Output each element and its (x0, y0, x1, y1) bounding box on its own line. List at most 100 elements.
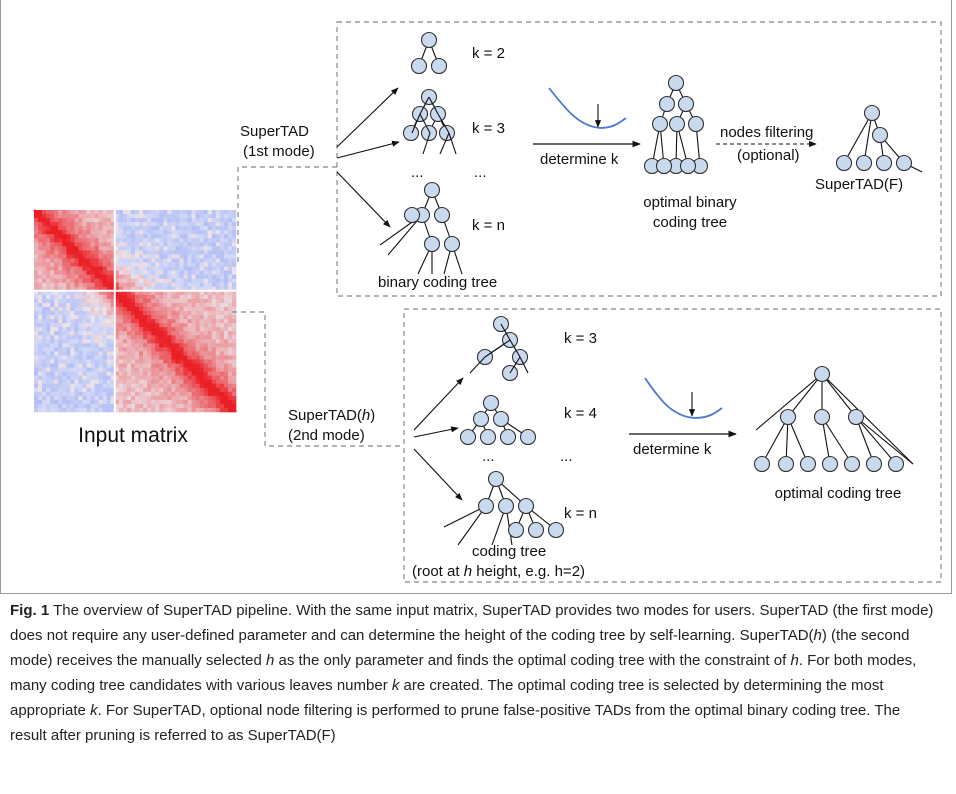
matrix-cell (94, 246, 99, 251)
matrix-cell (90, 379, 95, 385)
matrix-cell (82, 399, 87, 405)
matrix-cell (171, 306, 176, 312)
matrix-cell (215, 347, 221, 352)
matrix-cell (215, 387, 221, 393)
matrix-cell (227, 262, 233, 267)
matrix-cell (231, 351, 237, 356)
matrix-cell (223, 246, 229, 251)
matrix-cell (219, 315, 225, 320)
matrix-cell (130, 254, 136, 259)
matrix-cell (94, 278, 99, 284)
matrix-cell (199, 278, 204, 284)
matrix-cell (126, 242, 132, 247)
matrix-cell (227, 367, 233, 372)
mode2-determine-label: determine k (633, 441, 712, 458)
matrix-cell (110, 242, 116, 247)
matrix-cell (34, 266, 39, 271)
matrix-cell (90, 294, 95, 300)
matrix-cell (66, 222, 71, 227)
tree-node (887, 455, 905, 473)
matrix-cell (118, 246, 124, 251)
matrix-cell (126, 286, 132, 292)
matrix-cell (179, 323, 184, 328)
matrix-cell (231, 391, 237, 397)
matrix-cell (38, 335, 43, 340)
matrix-cell (74, 387, 79, 393)
matrix-cell (135, 210, 140, 215)
matrix-cell (70, 379, 75, 385)
matrix-cell (227, 335, 233, 340)
matrix-cell (143, 302, 148, 308)
matrix-cell (195, 363, 200, 368)
matrix-cell (54, 347, 59, 352)
matrix-cell (147, 282, 152, 288)
matrix-cell (163, 250, 168, 255)
mode1-determine-label: determine k (540, 151, 619, 168)
matrix-cell (94, 359, 99, 364)
matrix-cell (102, 407, 108, 413)
matrix-cell (195, 399, 200, 405)
matrix-cell (199, 339, 204, 344)
matrix-cell (151, 403, 156, 409)
matrix-cell (155, 302, 160, 308)
matrix-cell (114, 339, 120, 344)
matrix-cell (223, 230, 229, 235)
matrix-cell (183, 254, 188, 259)
matrix-cell (70, 242, 75, 247)
matrix-cell (118, 298, 124, 304)
matrix-cell (98, 379, 103, 385)
matrix-cell (143, 395, 148, 401)
matrix-cell (110, 403, 116, 409)
matrix-cell (54, 339, 59, 344)
matrix-cell (58, 242, 63, 247)
matrix-cell (211, 238, 217, 243)
matrix-cell (199, 363, 204, 368)
matrix-cell (42, 367, 47, 372)
matrix-cell (70, 290, 75, 296)
matrix-cell (143, 306, 148, 312)
matrix-cell (231, 387, 237, 393)
matrix-cell (195, 254, 200, 259)
matrix-cell (147, 331, 152, 336)
matrix-cell (215, 343, 221, 348)
matrix-cell (199, 254, 204, 259)
matrix-cell (66, 230, 71, 235)
matrix-cell (151, 214, 156, 219)
matrix-cell (66, 262, 71, 267)
matrix-cell (74, 363, 79, 368)
matrix-cell (90, 274, 95, 279)
matrix-cell (135, 226, 140, 231)
matrix-cell (46, 242, 51, 247)
matrix-cell (94, 387, 99, 393)
matrix-cell (219, 218, 225, 223)
matrix-cell (231, 278, 237, 284)
matrix-cell (78, 266, 83, 271)
matrix-cell (118, 234, 124, 239)
matrix-cell (159, 222, 164, 227)
matrix-cell (143, 238, 148, 243)
matrix-cell (110, 339, 116, 344)
matrix-cell (135, 286, 140, 292)
matrix-cell (179, 294, 184, 300)
matrix-cell (207, 315, 213, 320)
matrix-cell (171, 351, 176, 356)
matrix-cell (106, 254, 112, 259)
matrix-cell (203, 266, 209, 271)
matrix-cell (118, 403, 124, 409)
mode2-label-line2: (2nd mode) (288, 427, 365, 444)
matrix-cell (42, 234, 47, 239)
tree-node (482, 394, 500, 412)
matrix-cell (114, 311, 120, 316)
matrix-cell (163, 319, 168, 324)
matrix-cell (211, 306, 217, 312)
matrix-cell (42, 230, 47, 235)
matrix-cell (126, 387, 132, 393)
matrix-cell (102, 335, 108, 340)
matrix-cell (207, 387, 213, 393)
matrix-cell (102, 306, 108, 312)
matrix-cell (155, 403, 160, 409)
matrix-cell (38, 399, 43, 405)
matrix-cell (155, 339, 160, 344)
matrix-cell (191, 262, 196, 267)
matrix-cell (122, 327, 128, 332)
